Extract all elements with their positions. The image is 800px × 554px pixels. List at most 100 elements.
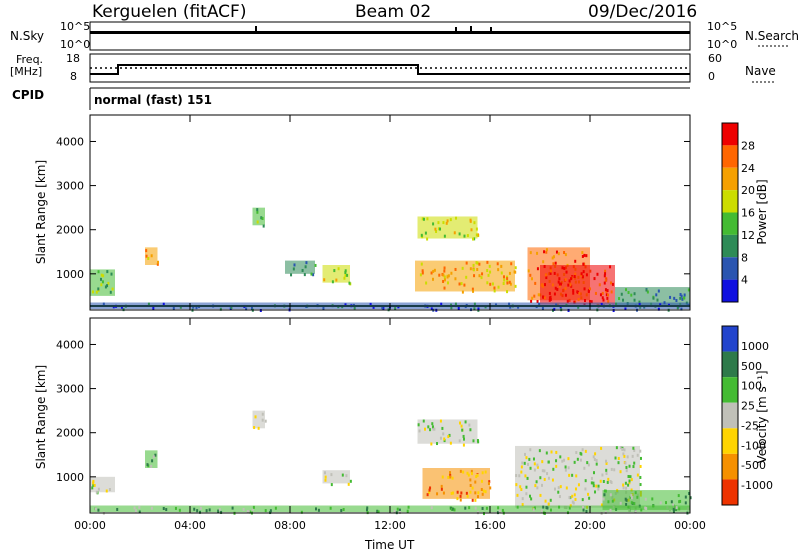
echo-cell [578, 291, 581, 295]
echo-cell [446, 219, 449, 223]
echo-cell [104, 285, 107, 289]
echo-cell [576, 457, 579, 461]
echo-cell [555, 459, 558, 463]
colorbar-tick-label: 24 [741, 162, 755, 175]
echo-cell [636, 453, 639, 457]
echo-cell [624, 461, 627, 465]
echo-cell [474, 491, 477, 495]
echo-cell [571, 473, 574, 477]
colorbar-tick-label: 500 [741, 360, 762, 373]
echo-cell [546, 472, 549, 476]
echo-cell [477, 440, 480, 444]
echo-cell [563, 458, 566, 462]
echo-cell [622, 298, 625, 302]
echo-cell [193, 507, 196, 511]
echo-cell [430, 442, 433, 446]
echo-cell [497, 285, 500, 289]
echo-cell [464, 420, 467, 424]
echo-cell [625, 486, 628, 490]
echo-cell [459, 469, 462, 473]
echo-cell [581, 254, 584, 258]
echo-cell [331, 280, 334, 284]
echo-cell [259, 309, 262, 313]
echo-cell [549, 269, 552, 273]
echo-cell [592, 484, 595, 488]
echo-cell [607, 477, 610, 481]
echo-cell [441, 475, 444, 479]
echo-cell [447, 475, 450, 479]
echo-cell [491, 282, 494, 286]
echo-cell [628, 481, 631, 485]
echo-cell [472, 263, 475, 267]
echo-cell [545, 248, 548, 252]
echo-cell [485, 506, 488, 510]
echo-cell [639, 449, 642, 453]
echo-cell [623, 454, 626, 458]
echo-cell [529, 448, 532, 452]
echo-cell [468, 506, 471, 510]
echo-cell [605, 459, 608, 463]
echo-cell [261, 412, 264, 416]
echo-cell [557, 490, 560, 494]
colorbar-tick-label: -1000 [741, 479, 773, 492]
echo-cell [406, 509, 409, 513]
echo-cell [421, 269, 424, 273]
echo-cell [442, 432, 445, 436]
echo-cell [684, 501, 687, 505]
echo-cell [449, 441, 452, 445]
echo-cell [617, 456, 620, 460]
echo-cell [422, 217, 425, 221]
echo-cell [564, 253, 567, 257]
echo-cell [627, 291, 630, 295]
echo-cell [633, 292, 636, 296]
echo-cell [154, 453, 157, 457]
echo-cell [475, 233, 478, 237]
nsky-spike [455, 27, 457, 32]
echo-cell [589, 299, 592, 303]
echo-cell [437, 221, 440, 225]
echo-cell [198, 510, 201, 514]
echo-cell [92, 481, 95, 485]
echo-cell [592, 471, 595, 475]
echo-cell [611, 499, 614, 503]
echo-cell [261, 418, 264, 422]
echo-cell [428, 490, 431, 494]
echo-cell [596, 272, 599, 276]
echo-cell [606, 480, 609, 484]
echo-cell [639, 464, 642, 468]
echo-cell [488, 264, 491, 268]
echo-cell [345, 474, 348, 478]
echo-cell [528, 494, 531, 498]
echo-cell [530, 299, 533, 303]
echo-cell [530, 277, 533, 281]
echo-cell [540, 283, 543, 287]
echo-cell [604, 269, 607, 273]
echo-cell [542, 295, 545, 299]
echo-region [285, 260, 315, 274]
echo-cell [679, 292, 682, 296]
colorbar-tick-label: 25 [741, 400, 755, 413]
echo-cell [508, 280, 511, 284]
echo-cell [536, 251, 539, 255]
echo-cell [629, 475, 632, 479]
echo-cell [659, 303, 662, 307]
colorbar-swatch [722, 190, 738, 213]
x-tick-label: 00:00 [74, 519, 106, 532]
echo-cell [454, 267, 457, 271]
echo-cell [473, 302, 476, 306]
echo-cell [603, 281, 606, 285]
echo-cell [595, 484, 598, 488]
echo-cell [630, 293, 633, 297]
colorbar-tick-label: 1000 [741, 340, 769, 353]
echo-cell [590, 476, 593, 480]
echo-cell [665, 501, 668, 505]
echo-cell [655, 293, 658, 297]
echo-cell [607, 300, 610, 304]
echo-cell [471, 486, 474, 490]
echo-cell [219, 307, 222, 311]
cpid-label: CPID [12, 88, 45, 102]
echo-cell [293, 263, 296, 267]
echo-cell [584, 479, 587, 483]
echo-cell [533, 462, 536, 466]
echo-cell [473, 237, 476, 241]
